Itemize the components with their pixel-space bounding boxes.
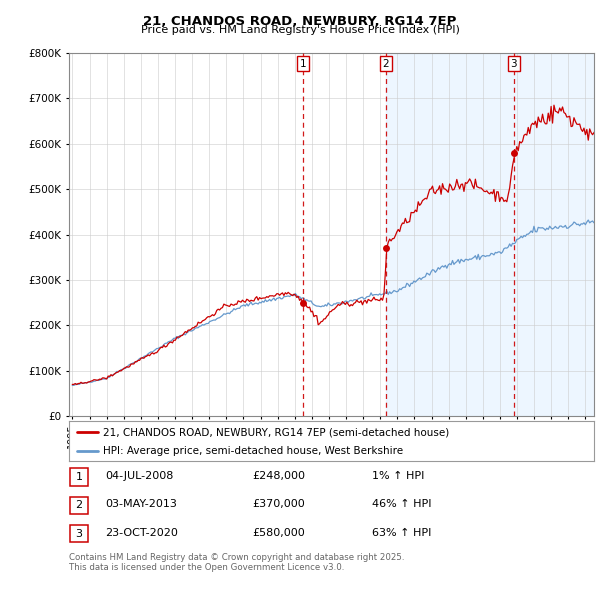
Text: 2: 2 (76, 500, 82, 510)
Text: £580,000: £580,000 (252, 528, 305, 537)
Text: 1: 1 (76, 472, 82, 482)
Text: 04-JUL-2008: 04-JUL-2008 (105, 471, 173, 481)
Text: HPI: Average price, semi-detached house, West Berkshire: HPI: Average price, semi-detached house,… (103, 447, 403, 456)
Text: 63% ↑ HPI: 63% ↑ HPI (372, 528, 431, 537)
Text: Contains HM Land Registry data © Crown copyright and database right 2025.: Contains HM Land Registry data © Crown c… (69, 553, 404, 562)
Text: Price paid vs. HM Land Registry's House Price Index (HPI): Price paid vs. HM Land Registry's House … (140, 25, 460, 35)
Text: 03-MAY-2013: 03-MAY-2013 (105, 500, 177, 509)
Text: 3: 3 (511, 58, 517, 68)
Text: £370,000: £370,000 (252, 500, 305, 509)
Text: 21, CHANDOS ROAD, NEWBURY, RG14 7EP: 21, CHANDOS ROAD, NEWBURY, RG14 7EP (143, 15, 457, 28)
Text: 1% ↑ HPI: 1% ↑ HPI (372, 471, 424, 481)
FancyBboxPatch shape (70, 497, 88, 514)
Text: 46% ↑ HPI: 46% ↑ HPI (372, 500, 431, 509)
Text: 21, CHANDOS ROAD, NEWBURY, RG14 7EP (semi-detached house): 21, CHANDOS ROAD, NEWBURY, RG14 7EP (sem… (103, 428, 449, 438)
Text: 3: 3 (76, 529, 82, 539)
Text: 2: 2 (383, 58, 389, 68)
Bar (386, 53, 600, 416)
FancyBboxPatch shape (70, 468, 88, 486)
FancyBboxPatch shape (70, 525, 88, 542)
Text: 1: 1 (300, 58, 307, 68)
Text: £248,000: £248,000 (252, 471, 305, 481)
Text: This data is licensed under the Open Government Licence v3.0.: This data is licensed under the Open Gov… (69, 563, 344, 572)
Text: 23-OCT-2020: 23-OCT-2020 (105, 528, 178, 537)
